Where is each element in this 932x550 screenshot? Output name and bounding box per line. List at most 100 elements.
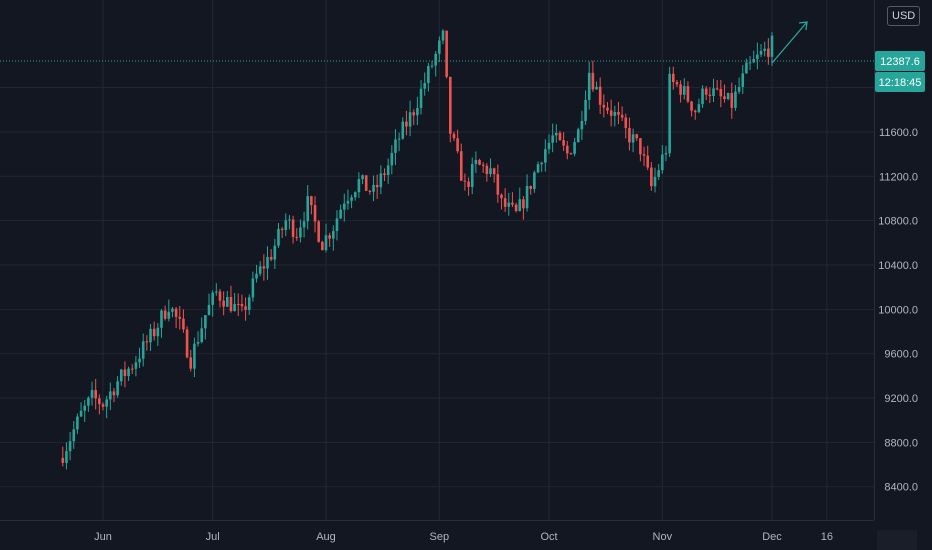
candle xyxy=(247,294,251,315)
candle xyxy=(664,145,668,162)
candle xyxy=(613,105,617,127)
price-axis[interactable]: 8400.0 8800.0 9200.0 9600.0 10000.0 10400.0 10… xyxy=(878,83,918,494)
x-tick-label: Jul xyxy=(206,531,220,543)
x-tick-label: 16 xyxy=(821,531,833,543)
candle xyxy=(430,60,434,69)
candle xyxy=(127,366,130,381)
countdown-value: 12:18:45 xyxy=(879,77,922,89)
candle xyxy=(375,174,379,199)
candle xyxy=(109,382,112,411)
candle xyxy=(745,58,748,74)
candle xyxy=(130,364,134,375)
candle xyxy=(269,249,273,262)
candle xyxy=(76,413,79,434)
candle xyxy=(112,388,116,403)
candle xyxy=(576,127,580,143)
candle xyxy=(94,378,97,410)
candle xyxy=(251,271,255,302)
candle xyxy=(770,31,774,66)
candle xyxy=(332,225,335,251)
candle xyxy=(163,305,167,321)
candle xyxy=(156,323,160,346)
currency-button[interactable]: USD xyxy=(887,6,921,26)
candle xyxy=(119,368,123,386)
candle xyxy=(350,194,353,209)
candle xyxy=(116,376,119,398)
time-axis[interactable]: Jun Jul Aug Sep Oct Nov Dec 16 xyxy=(94,531,833,543)
candle xyxy=(361,174,364,185)
candle xyxy=(620,106,624,122)
candle xyxy=(171,306,174,318)
candle xyxy=(83,399,87,423)
candle xyxy=(368,189,372,195)
candle xyxy=(346,189,350,210)
candle xyxy=(580,110,584,140)
candle xyxy=(536,161,540,174)
axis-settings-corner[interactable] xyxy=(877,530,917,550)
candle xyxy=(675,80,679,87)
trend-arrow[interactable] xyxy=(771,21,808,64)
candle xyxy=(408,100,412,137)
candle xyxy=(653,167,657,193)
candle xyxy=(438,36,441,63)
candle xyxy=(302,211,306,238)
candle xyxy=(701,85,704,108)
candle xyxy=(185,326,189,359)
candle xyxy=(233,293,236,312)
candle xyxy=(639,137,642,162)
candle xyxy=(587,61,591,110)
candle xyxy=(452,131,456,141)
candle xyxy=(423,72,427,96)
candle xyxy=(617,102,620,125)
candle xyxy=(240,294,244,312)
candle xyxy=(225,290,229,308)
candle xyxy=(364,175,368,191)
y-tick-label: 10000.0 xyxy=(878,304,918,316)
candle xyxy=(540,161,543,172)
candle xyxy=(299,219,302,243)
candle xyxy=(174,307,178,329)
candle xyxy=(631,128,635,153)
x-tick-label: Jun xyxy=(94,531,112,543)
candle xyxy=(565,140,569,160)
candle xyxy=(657,164,660,180)
candle xyxy=(193,337,196,378)
candle xyxy=(401,117,405,140)
candle xyxy=(503,188,507,212)
candle xyxy=(737,77,741,94)
candle xyxy=(489,158,492,177)
candle xyxy=(222,291,225,316)
candle xyxy=(215,283,218,296)
candle xyxy=(591,60,595,92)
y-tick-label: 11200.0 xyxy=(879,171,918,183)
candle xyxy=(101,402,105,411)
candle xyxy=(555,124,558,143)
x-tick-label: Sep xyxy=(430,531,450,543)
candle xyxy=(204,315,207,340)
candle xyxy=(741,65,745,95)
candle xyxy=(342,193,346,222)
candle xyxy=(87,396,90,412)
candle xyxy=(522,196,525,220)
candle xyxy=(397,132,401,152)
candle xyxy=(569,152,573,155)
candle xyxy=(496,164,500,203)
y-tick-label: 8400.0 xyxy=(884,482,918,494)
candle xyxy=(609,99,613,127)
candle xyxy=(284,213,288,237)
x-tick-label: Dec xyxy=(762,531,782,543)
grid-lines xyxy=(0,0,874,520)
candle xyxy=(353,191,357,201)
candle xyxy=(726,92,730,101)
candle xyxy=(525,174,529,212)
y-tick-label: 11600.0 xyxy=(879,127,918,139)
candle xyxy=(686,81,690,104)
candle xyxy=(478,158,481,166)
candle xyxy=(481,162,485,173)
candle xyxy=(68,431,72,461)
candle xyxy=(266,246,269,280)
candle xyxy=(602,94,606,118)
candle xyxy=(719,80,723,108)
candle xyxy=(182,309,185,333)
